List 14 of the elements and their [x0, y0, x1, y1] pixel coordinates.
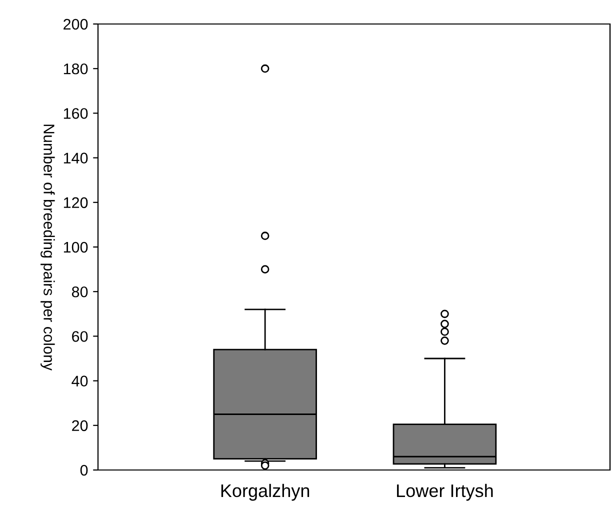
y-tick-label: 60: [72, 331, 88, 342]
y-tick-label: 180: [64, 63, 88, 74]
y-tick-label: 40: [72, 376, 88, 386]
x-tick-label: Korgalzhyn: [221, 484, 310, 501]
y-axis-title: Number of breeding pairs per colony: [40, 124, 55, 371]
y-tick-label: 20: [72, 420, 88, 432]
y-tick-label: 200: [64, 18, 88, 30]
y-tick-label: 120: [64, 197, 88, 208]
y-tick-label: 100: [64, 242, 88, 253]
x-tick-label: Lower Irtysh: [397, 484, 493, 501]
y-tick-label: 80: [72, 286, 88, 298]
y-tick-label: 140: [64, 152, 88, 164]
y-tick-label: 160: [64, 108, 88, 119]
y-tick-label: 0: [80, 464, 88, 476]
